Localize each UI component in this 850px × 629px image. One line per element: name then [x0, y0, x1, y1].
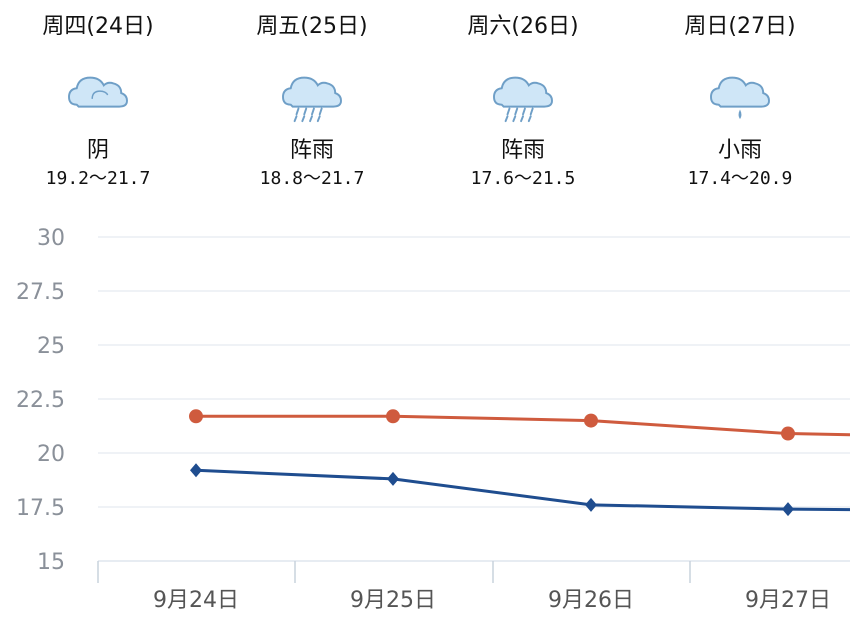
- day-header: 周四(24日): [42, 14, 154, 39]
- temperature-range: 19.2～21.7: [45, 168, 151, 189]
- x-tick-label: 9月24日: [153, 588, 239, 613]
- x-tick-label: 9月25日: [350, 588, 436, 613]
- y-tick-label: 30: [37, 226, 65, 251]
- data-point: [189, 409, 203, 424]
- x-tick-label: 9月27日: [745, 588, 831, 613]
- y-tick-label: 25: [37, 334, 65, 359]
- y-tick-label: 17.5: [16, 496, 65, 521]
- weather-condition: 阵雨: [500, 138, 545, 163]
- forecast-strip: 周四(24日) 阴 19.2～21.7 周五(25日) 阵雨 18.8～21.7…: [0, 0, 850, 215]
- series-line: [196, 414, 850, 437]
- weather-condition: 阴: [86, 138, 109, 163]
- temperature-range: 17.6～21.5: [470, 168, 576, 189]
- cloudy-icon: [63, 66, 133, 124]
- y-tick-label: 20: [37, 442, 65, 467]
- y-tick-label: 27.5: [16, 280, 65, 305]
- forecast-day: 周六(26日) 阵雨 17.6～21.5: [415, 0, 631, 190]
- day-header: 周五(25日): [256, 14, 368, 39]
- data-point: [190, 463, 202, 478]
- data-point: [782, 502, 794, 517]
- light-rain-icon: [705, 66, 775, 124]
- weather-condition: 阵雨: [289, 138, 334, 163]
- shower-rain-icon: [277, 66, 347, 124]
- temperature-range: 18.8～21.7: [259, 168, 365, 189]
- data-point: [387, 471, 399, 486]
- forecast-day: 周日(27日) 小雨 17.4～20.9: [632, 0, 848, 190]
- forecast-day: 周五(25日) 阵雨 18.8～21.7: [204, 0, 420, 190]
- x-tick-label: 9月26日: [548, 588, 634, 613]
- data-point: [584, 413, 598, 428]
- y-tick-label: 15: [37, 550, 65, 575]
- y-tick-label: 22.5: [16, 388, 65, 413]
- forecast-day: 周四(24日) 阴 19.2～21.7: [0, 0, 206, 190]
- temperature-chart: 30 27.5 25 22.5 20 17.5 15 9月24日 9月25日 9月26日 9月27日: [16, 226, 850, 613]
- day-header: 周日(27日): [684, 14, 796, 39]
- data-point: [386, 409, 400, 424]
- day-header: 周六(26日): [467, 14, 579, 39]
- temperature-range: 17.4～20.9: [687, 168, 793, 189]
- weather-condition: 小雨: [717, 138, 762, 163]
- data-point: [781, 426, 795, 441]
- data-point: [585, 497, 597, 512]
- shower-rain-icon: [488, 66, 558, 124]
- series-line: [195, 468, 850, 512]
